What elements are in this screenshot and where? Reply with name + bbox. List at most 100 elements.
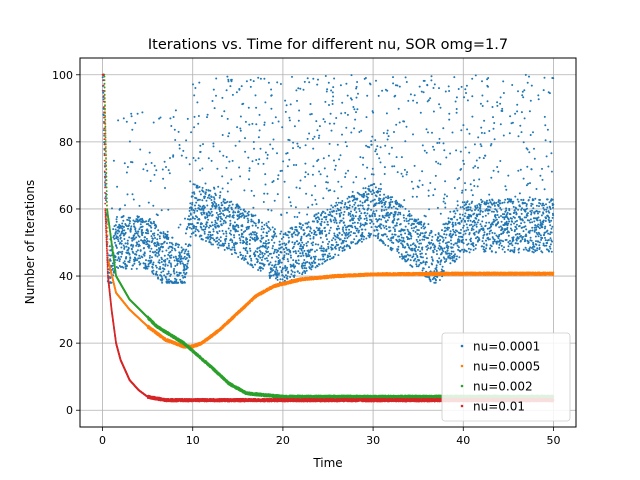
scatter-point [465, 92, 467, 94]
scatter-point [217, 241, 220, 244]
scatter-point [162, 232, 165, 235]
scatter-point [423, 238, 426, 241]
scatter-point [148, 246, 150, 249]
scatter-point [501, 228, 504, 230]
scatter-point [197, 198, 200, 201]
scatter-point [122, 261, 125, 264]
scatter-point [154, 242, 157, 245]
scatter-point [252, 231, 255, 234]
scatter-point [322, 255, 325, 258]
scatter-point [395, 123, 398, 126]
scatter-point [197, 157, 200, 160]
scatter-point [270, 267, 273, 270]
scatter-point [394, 94, 397, 97]
scatter-point [469, 206, 472, 209]
scatter-point [172, 154, 175, 157]
scatter-point [519, 205, 521, 208]
scatter-point [258, 129, 261, 132]
scatter-point [143, 241, 146, 244]
scatter-point [259, 245, 262, 248]
scatter-point [346, 237, 349, 239]
scatter-point [238, 206, 241, 209]
scatter-point [318, 170, 321, 173]
scatter-point [262, 162, 265, 165]
scatter-point [346, 94, 349, 97]
scatter-point [435, 160, 438, 163]
scatter-point [194, 207, 197, 210]
scatter-point [299, 87, 302, 90]
scatter-point [275, 251, 278, 254]
scatter-point [396, 213, 399, 216]
scatter-point [283, 242, 286, 245]
scatter-point [404, 246, 407, 249]
scatter-point [166, 273, 169, 275]
scatter-point [256, 258, 259, 261]
scatter-point [529, 246, 532, 249]
scatter-point [522, 248, 525, 251]
scatter-point [135, 250, 138, 253]
scatter-point [201, 199, 204, 202]
scatter-point [388, 152, 391, 155]
scatter-point [342, 221, 345, 224]
scatter-point [462, 238, 464, 241]
scatter-point [215, 77, 218, 80]
scatter-point [478, 238, 481, 241]
scatter-point [442, 250, 445, 253]
scatter-point [352, 241, 354, 244]
scatter-point [209, 189, 212, 192]
scatter-point [385, 221, 388, 224]
scatter-point [266, 153, 269, 156]
scatter-point [171, 243, 174, 246]
scatter-point [314, 198, 317, 201]
scatter-point [140, 239, 143, 242]
scatter-point [288, 240, 291, 243]
scatter-point [164, 263, 167, 266]
scatter-point [365, 219, 368, 222]
scatter-point [294, 250, 297, 253]
scatter-point [544, 239, 547, 242]
scatter-point [244, 255, 247, 258]
scatter-point [387, 196, 390, 199]
scatter-point [324, 75, 327, 77]
scatter-point [399, 223, 402, 225]
scatter-point [147, 265, 150, 268]
scatter-point [415, 253, 417, 256]
scatter-point [219, 191, 222, 194]
scatter-point [117, 238, 119, 241]
scatter-point [458, 239, 461, 242]
scatter-point [462, 218, 465, 220]
scatter-point [145, 237, 148, 240]
scatter-point [166, 242, 168, 245]
scatter-point [263, 123, 266, 126]
scatter-point [380, 218, 383, 221]
scatter-point [489, 247, 492, 250]
scatter-point [460, 129, 463, 132]
scatter-point [385, 112, 388, 115]
scatter-point [198, 190, 201, 193]
scatter-point [290, 273, 293, 276]
scatter-point [169, 275, 172, 277]
scatter-point [396, 171, 399, 174]
scatter-point [239, 251, 242, 254]
scatter-point [152, 261, 155, 264]
scatter-point [422, 260, 425, 263]
scatter-point [349, 234, 352, 237]
scatter-point [239, 239, 242, 242]
scatter-point [373, 229, 376, 232]
scatter-point [386, 132, 389, 135]
scatter-point [510, 242, 513, 245]
scatter-point [241, 232, 244, 235]
scatter-point [259, 251, 262, 253]
scatter-point [513, 246, 516, 249]
scatter-point [257, 269, 260, 271]
scatter-point [415, 219, 418, 222]
scatter-point [334, 205, 337, 208]
scatter-point [491, 223, 494, 226]
scatter-point [378, 214, 381, 217]
scatter-point [398, 235, 401, 238]
scatter-point [111, 264, 114, 267]
scatter-point [464, 220, 467, 223]
scatter-point [208, 214, 211, 217]
scatter-point [291, 235, 294, 238]
scatter-point [515, 212, 518, 215]
